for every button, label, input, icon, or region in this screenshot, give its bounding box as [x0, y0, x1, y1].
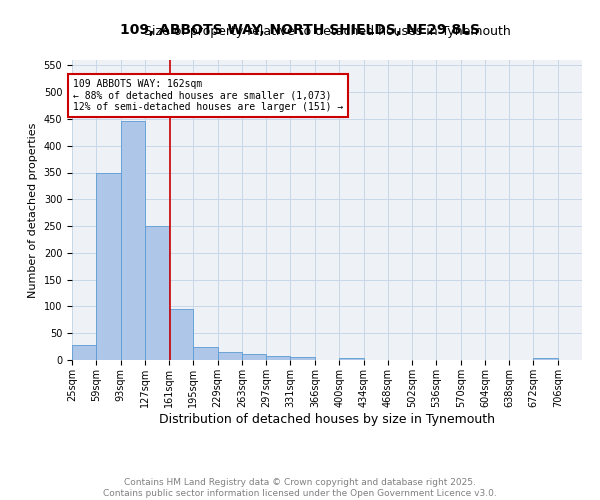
- Text: Contains HM Land Registry data © Crown copyright and database right 2025.
Contai: Contains HM Land Registry data © Crown c…: [103, 478, 497, 498]
- Bar: [218, 352, 242, 360]
- Text: 109, ABBOTS WAY, NORTH SHIELDS, NE29 8LS: 109, ABBOTS WAY, NORTH SHIELDS, NE29 8LS: [120, 22, 480, 36]
- Bar: [242, 354, 266, 360]
- Bar: [290, 358, 315, 360]
- Bar: [193, 346, 218, 360]
- Bar: [121, 120, 145, 360]
- Title: Size of property relative to detached houses in Tynemouth: Size of property relative to detached ho…: [143, 25, 511, 38]
- Bar: [96, 172, 121, 360]
- Bar: [169, 309, 193, 360]
- Bar: [145, 226, 169, 360]
- Bar: [72, 345, 96, 360]
- Bar: [533, 358, 558, 360]
- X-axis label: Distribution of detached houses by size in Tynemouth: Distribution of detached houses by size …: [159, 412, 495, 426]
- Y-axis label: Number of detached properties: Number of detached properties: [28, 122, 38, 298]
- Bar: [266, 356, 290, 360]
- Bar: [340, 358, 364, 360]
- Text: 109 ABBOTS WAY: 162sqm
← 88% of detached houses are smaller (1,073)
12% of semi-: 109 ABBOTS WAY: 162sqm ← 88% of detached…: [73, 78, 343, 112]
